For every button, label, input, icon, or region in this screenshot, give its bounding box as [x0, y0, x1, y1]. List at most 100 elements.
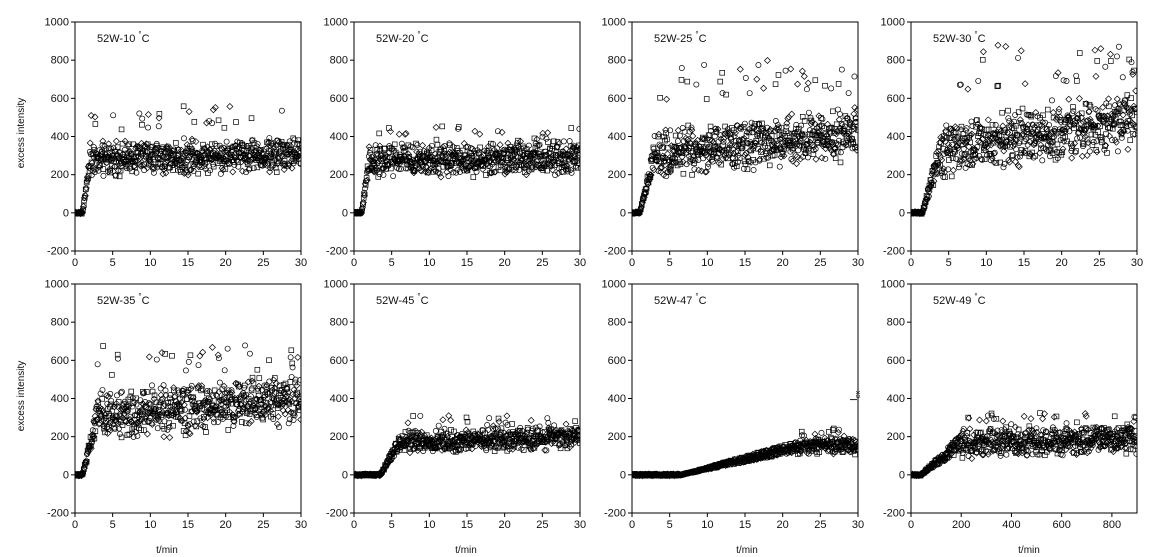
data-point: [975, 133, 981, 139]
data-point: [717, 78, 724, 85]
data-point: [293, 382, 301, 390]
data-point: [528, 156, 535, 163]
data-point: [525, 142, 532, 149]
data-point: [287, 142, 295, 150]
data-points: [354, 412, 580, 480]
data-point: [173, 413, 179, 420]
data-point: [157, 385, 164, 392]
data-point: [520, 145, 527, 151]
data-point: [366, 149, 373, 156]
data-point: [1039, 118, 1047, 126]
data-point: [536, 141, 543, 148]
data-point: [250, 165, 257, 172]
data-point: [372, 164, 380, 172]
data-point: [509, 166, 517, 174]
data-point: [132, 429, 139, 435]
data-point: [480, 427, 486, 434]
data-point: [116, 149, 123, 156]
data-point: [834, 140, 842, 148]
data-point: [184, 422, 192, 430]
data-point: [1082, 100, 1090, 108]
data-point: [409, 429, 415, 436]
data-point: [1021, 80, 1029, 88]
data-point: [750, 167, 757, 173]
data-point: [1004, 142, 1010, 149]
data-point: [288, 347, 295, 354]
data-point: [503, 412, 511, 420]
data-point: [1130, 131, 1136, 137]
data-point: [242, 342, 249, 349]
panel-title: 52W-10 °C: [97, 30, 150, 45]
data-point: [156, 402, 163, 409]
data-point: [689, 132, 697, 140]
data-point: [1017, 47, 1025, 55]
data-point: [297, 407, 301, 414]
data-point: [1132, 87, 1137, 95]
data-point: [745, 158, 752, 165]
data-point: [642, 189, 649, 196]
y-tick-label: 0: [63, 469, 69, 481]
data-point: [274, 405, 281, 411]
data-point: [247, 417, 255, 425]
data-point: [990, 139, 997, 146]
data-point: [114, 167, 122, 175]
data-point: [298, 160, 301, 166]
data-point: [238, 401, 246, 409]
data-point: [270, 376, 278, 384]
data-point: [434, 142, 441, 148]
data-point: [826, 144, 834, 152]
y-tick-label: 1000: [45, 279, 69, 291]
data-point: [445, 173, 452, 179]
data-point: [274, 413, 282, 421]
data-point: [821, 125, 828, 131]
data-point: [155, 123, 162, 130]
data-point: [274, 397, 280, 404]
data-point: [460, 156, 467, 162]
data-point: [92, 121, 99, 127]
data-points: [354, 123, 580, 217]
data-point: [574, 437, 580, 443]
data-point: [996, 142, 1004, 150]
data-point: [524, 145, 530, 152]
data-point: [783, 119, 791, 127]
data-point: [113, 403, 121, 411]
data-point: [414, 141, 421, 148]
data-point: [1075, 115, 1081, 122]
data-point: [1024, 126, 1031, 132]
data-point: [144, 111, 152, 119]
data-point: [940, 145, 946, 152]
data-point: [248, 115, 255, 121]
data-point: [1088, 131, 1095, 138]
data-point: [1105, 95, 1113, 103]
data-point: [1123, 123, 1130, 130]
data-point: [853, 118, 858, 125]
data-point: [1114, 109, 1122, 117]
data-point: [89, 167, 96, 174]
data-point: [1002, 42, 1010, 50]
data-point: [1009, 153, 1015, 159]
data-point: [191, 119, 198, 125]
data-point: [171, 387, 177, 394]
data-point: [1017, 153, 1023, 160]
data-point: [152, 149, 160, 157]
data-point: [1032, 138, 1039, 144]
data-point: [144, 389, 150, 395]
data-point: [204, 414, 212, 422]
data-point: [728, 136, 735, 143]
data-point: [997, 159, 1003, 166]
data-point: [439, 123, 446, 130]
data-point: [803, 136, 811, 144]
data-point: [523, 162, 531, 170]
data-point: [1078, 152, 1086, 160]
data-point: [198, 382, 206, 390]
data-point: [153, 399, 160, 406]
data-point: [138, 427, 144, 433]
data-point: [576, 426, 580, 433]
data-point: [243, 142, 251, 150]
data-point: [201, 414, 207, 420]
data-point: [123, 165, 130, 172]
data-point: [119, 422, 126, 428]
